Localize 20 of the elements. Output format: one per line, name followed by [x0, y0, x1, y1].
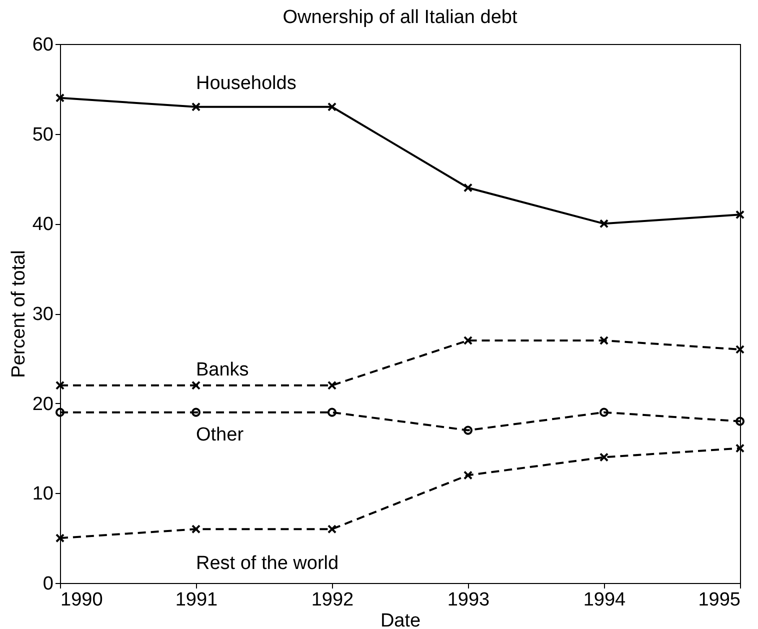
x-tick-label: 1991 — [175, 590, 218, 610]
y-tick-label: 0 — [42, 574, 54, 594]
series-label: Households — [196, 72, 296, 94]
x-tick-label: 1994 — [583, 590, 626, 610]
x-tick-label: 1990 — [60, 590, 103, 610]
x-axis-title: Date — [380, 610, 421, 629]
x-tick-label: 1993 — [447, 590, 490, 610]
y-tick-label: 60 — [32, 34, 54, 56]
y-tick-label: 50 — [32, 124, 54, 146]
y-tick-label: 30 — [32, 304, 54, 325]
series-label: Other — [196, 424, 244, 446]
x-tick-label: 1995 — [698, 590, 740, 610]
series-label: Banks — [196, 359, 249, 380]
y-tick-label: 40 — [32, 214, 54, 236]
x-tick-label: 1992 — [311, 590, 354, 610]
chart-title: Ownership of all Italian debt — [282, 7, 518, 28]
y-axis-title: Percent of total — [8, 250, 30, 378]
y-tick-label: 20 — [32, 394, 54, 415]
y-tick-label: 10 — [32, 484, 54, 505]
series-label: Rest of the world — [196, 553, 339, 574]
